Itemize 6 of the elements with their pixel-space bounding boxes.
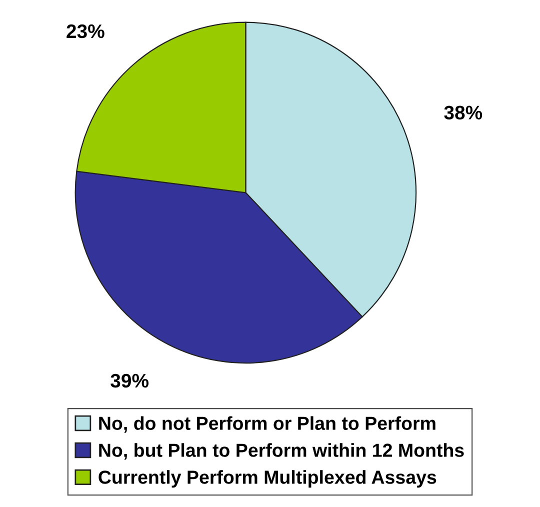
data-label: 23% (66, 24, 104, 38)
legend-label: No, do not Perform or Plan to Perform (99, 416, 436, 433)
data-label: 39% (110, 374, 149, 388)
legend-label: No, but Plan to Perform within 12 Months (99, 443, 464, 460)
legend-label: Currently Perform Multiplexed Assays (98, 470, 436, 488)
data-label: 38% (444, 106, 482, 120)
